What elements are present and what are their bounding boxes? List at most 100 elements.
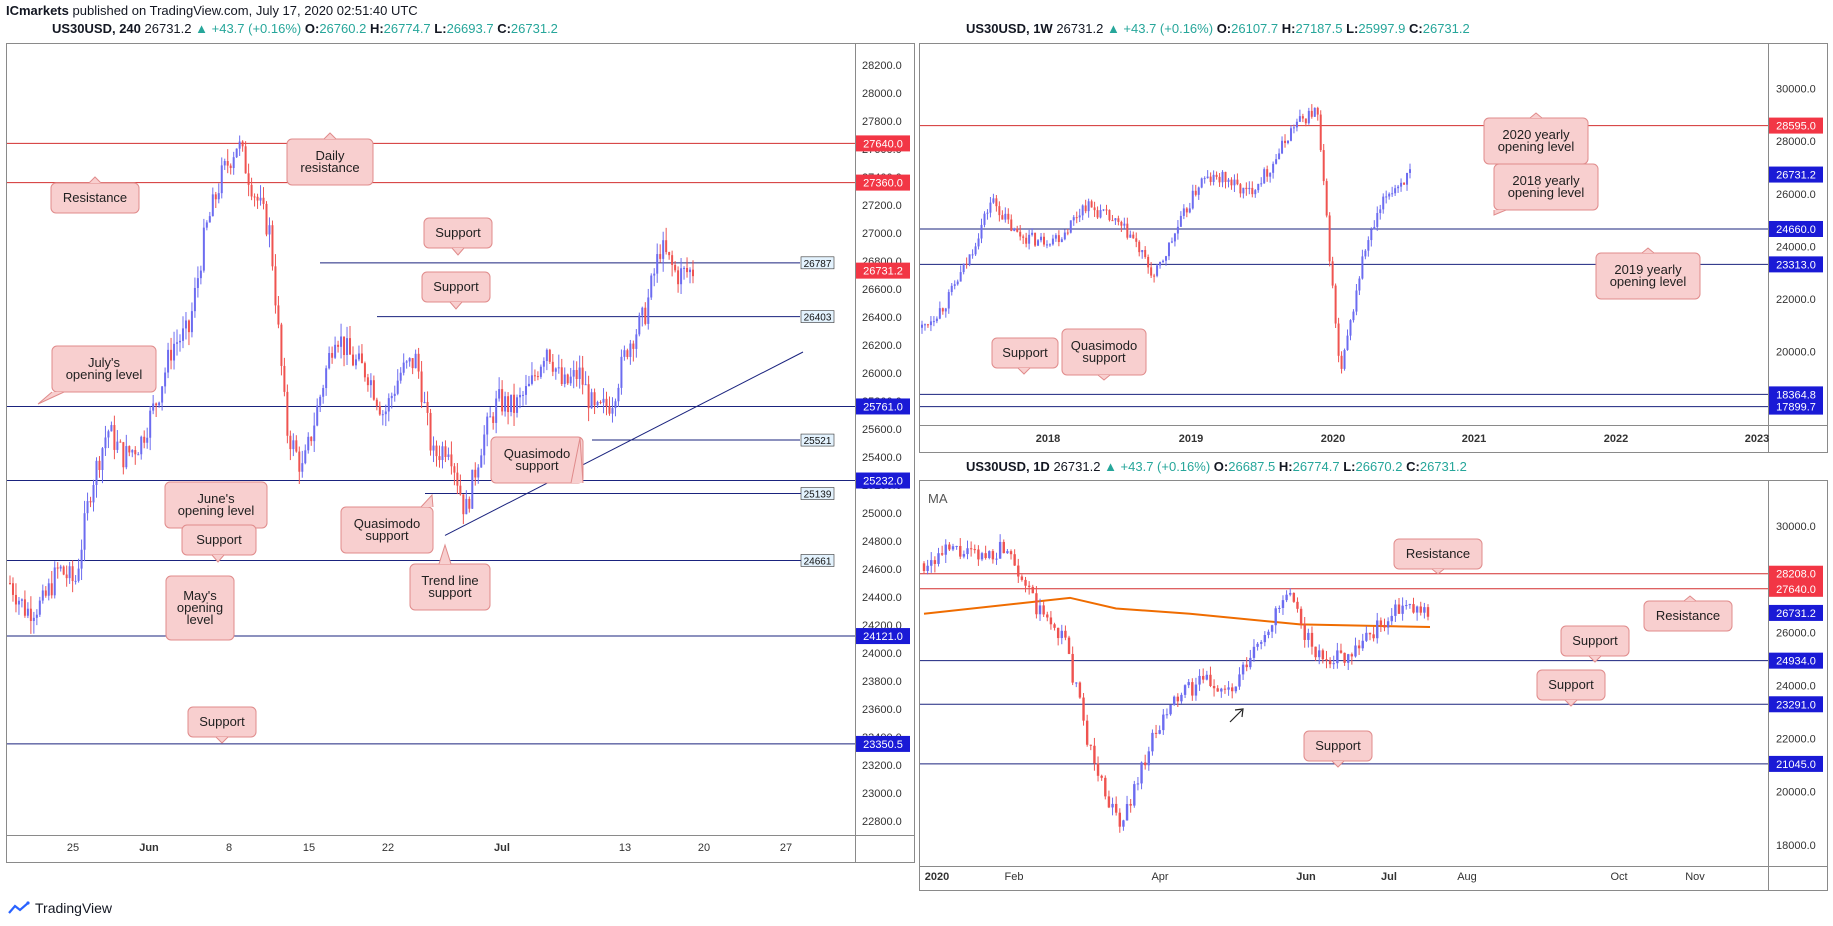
candle-body [530, 375, 533, 384]
annotation-callout[interactable]: Support [1536, 669, 1606, 707]
candle-body [1205, 674, 1209, 680]
candle-body [23, 599, 26, 616]
candle-body [357, 353, 360, 360]
annotation-callout[interactable]: Support [187, 706, 257, 744]
indicator-label[interactable]: MA [928, 491, 948, 506]
candle-body [1104, 777, 1107, 797]
candle-body [190, 311, 193, 333]
candle-body [1017, 565, 1020, 577]
annotation-callout[interactable]: Support [1303, 730, 1373, 768]
candle-body [1314, 646, 1317, 658]
annotation-callout[interactable]: Support [1560, 625, 1630, 663]
candle-body [569, 376, 572, 384]
candle-body [399, 372, 402, 381]
candle-body [959, 272, 962, 282]
candle-body [542, 360, 545, 367]
candle-body [1042, 605, 1045, 615]
candle-body [969, 548, 973, 550]
candle-body [35, 614, 38, 618]
candle-body [295, 440, 298, 452]
callout-box [51, 345, 157, 393]
candle-body [119, 441, 122, 443]
x-tick-label: 15 [303, 842, 315, 854]
callout-text: support [515, 458, 559, 473]
candle-body [557, 367, 560, 369]
symbol-label[interactable]: US30USD, 1W [966, 21, 1053, 36]
callout-pointer [1641, 247, 1655, 254]
candle-body [1379, 209, 1382, 214]
candle-body [1343, 652, 1346, 663]
candle-body [1296, 601, 1299, 609]
candle-body [262, 197, 265, 204]
price-tag-label: 23291.0 [1776, 699, 1816, 711]
candle-body [596, 402, 599, 406]
callout-text: 2018 yearly [1512, 173, 1580, 188]
candle-body [265, 203, 268, 235]
candle-body [462, 494, 465, 515]
candle-body [937, 553, 940, 564]
candle-body [453, 466, 456, 473]
annotation-callout[interactable]: Resistance [50, 176, 140, 214]
candle-body [1284, 140, 1287, 144]
annotation-callout[interactable]: Support [421, 271, 491, 310]
annotation-callout[interactable]: Resistance [1393, 538, 1483, 575]
price-tag [1769, 166, 1823, 183]
price-tag-label: 25232.0 [863, 476, 903, 488]
candle-body [1236, 179, 1239, 185]
candle-body [929, 321, 932, 326]
symbol-label[interactable]: US30USD, 1D [966, 459, 1050, 474]
candle-body [1046, 614, 1049, 618]
candle-body [444, 446, 447, 457]
callout-text: opening level [1610, 274, 1687, 289]
candle-body [665, 240, 668, 253]
candle-body [653, 273, 656, 276]
annotation-callout[interactable]: Support [181, 524, 257, 563]
callout-text: Support [433, 279, 479, 294]
candle-body [137, 454, 140, 456]
line-value-box [800, 554, 835, 567]
annotation-callout[interactable]: Support [991, 337, 1059, 375]
candle-body [1357, 645, 1361, 649]
publish-info: published on TradingView.com, July 17, 2… [72, 3, 418, 18]
candle-body [98, 460, 101, 470]
annotation-callout[interactable]: Support [423, 217, 493, 256]
candle-body [944, 544, 947, 555]
tradingview-icon [8, 901, 30, 914]
annotation-callout[interactable]: Resistance [1643, 595, 1733, 632]
candle-body [941, 308, 944, 312]
candle-body [167, 349, 170, 373]
price-tag-label: 26731.2 [863, 266, 903, 278]
x-tick-label: Jun [139, 842, 159, 854]
candle-body [575, 370, 578, 380]
candle-body [116, 441, 119, 450]
author-name[interactable]: ICmarkets [6, 3, 69, 18]
trend-line[interactable] [444, 351, 804, 536]
candle-body [1099, 210, 1102, 218]
candle-body [1209, 176, 1212, 182]
candle-body [1078, 682, 1082, 698]
candle-body [447, 454, 450, 457]
candle-body [1304, 118, 1307, 124]
symbol-label[interactable]: US30USD, 240 [52, 21, 141, 36]
candle-body [435, 445, 438, 457]
tradingview-logo[interactable]: TradingView [8, 900, 112, 916]
candle-body [417, 353, 420, 372]
candle-body [1368, 632, 1372, 635]
publish-header: ICmarkets published on TradingView.com, … [6, 3, 418, 18]
candle-body [1111, 803, 1114, 808]
candle-body [20, 599, 23, 601]
candle-body [1292, 127, 1295, 129]
candle-body [1218, 176, 1221, 183]
